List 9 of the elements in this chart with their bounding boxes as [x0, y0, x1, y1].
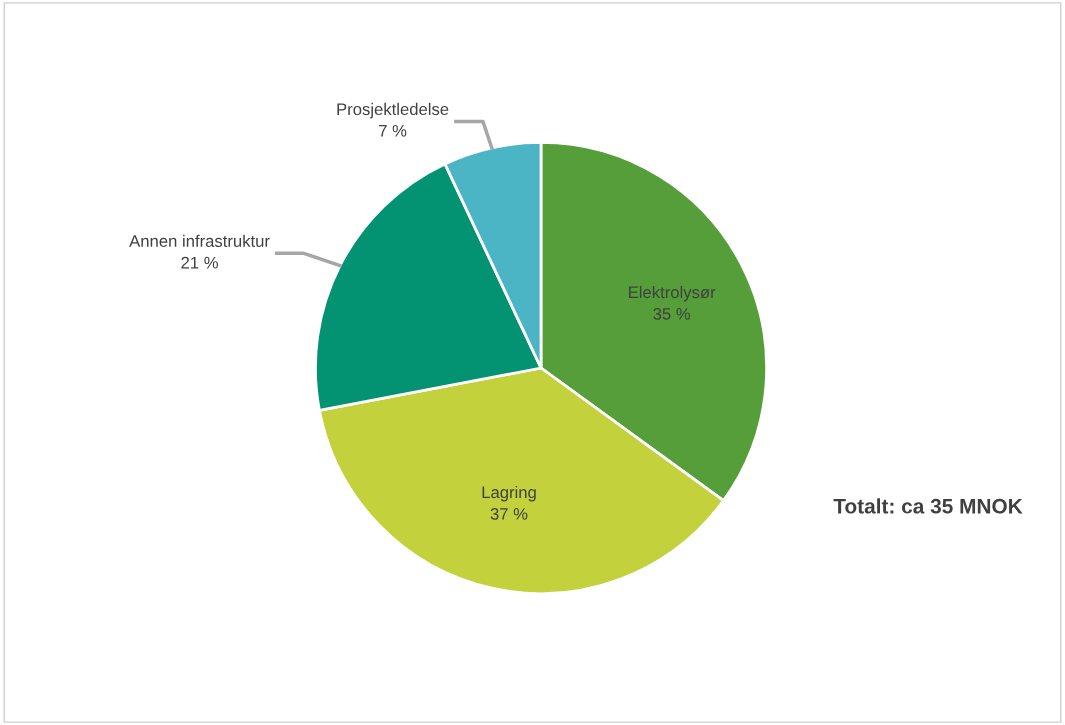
data-label: 21 %	[181, 256, 218, 269]
slice-label: Annen infrastruktur	[129, 234, 270, 247]
slice-label: Lagring	[482, 485, 536, 502]
slice-label: Elektrolysør	[629, 285, 716, 302]
data-label: 7 %	[379, 124, 407, 137]
slice-label: Prosjektledelse	[337, 102, 449, 119]
text: Totalt: ca 35 MNOK	[833, 498, 1023, 514]
data-label: 35 %	[653, 307, 691, 320]
data-label: 37 %	[490, 507, 528, 520]
